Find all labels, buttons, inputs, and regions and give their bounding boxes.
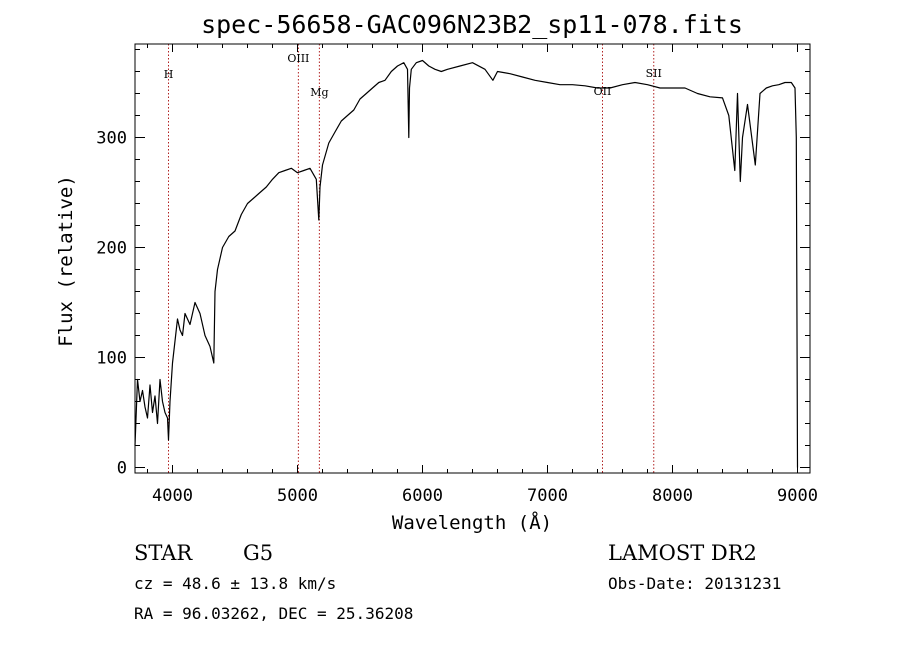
emission-line-label-oiii: OIII [287,52,309,65]
x-axis-ticks: 4000 5000 6000 7000 8000 9000 [147,44,818,506]
x-tick-label: 4000 [152,486,193,506]
x-tick-label: 6000 [402,486,443,506]
chart-title: spec-56658-GAC096N23B2_sp11-078.fits [201,10,743,39]
y-tick-label: 0 [117,459,127,479]
y-tick-label: 200 [96,239,127,259]
emission-line-label-mg: Mg [310,86,328,99]
survey-name: LAMOST DR2 [608,541,757,565]
redshift-velocity: cz = 48.6 ± 13.8 km/s [134,574,336,593]
emission-line-label-oii: OII [594,85,612,98]
plot-frame [134,43,811,474]
y-tick-label: 300 [96,129,127,149]
y-axis-label: Flux (relative) [55,175,77,347]
object-class: STAR [134,541,193,565]
y-tick-label: 100 [96,349,127,369]
x-axis-label: Wavelength (Å) [392,511,552,534]
x-tick-label: 5000 [277,486,318,506]
coordinates: RA = 96.03262, DEC = 25.36208 [134,604,413,623]
series-group [134,59,799,468]
emission-line-label-sii: SII [646,67,662,80]
x-tick-label: 8000 [652,486,693,506]
object-subclass: G5 [243,541,273,565]
spectrum-series-line [134,59,799,468]
y-axis-ticks: 0 100 200 300 [96,49,810,479]
x-tick-label: 7000 [527,486,568,506]
x-tick-label: 9000 [777,486,818,506]
emission-line-label-h: H [164,68,174,81]
observation-date: Obs-Date: 20131231 [608,574,781,593]
emission-line-markers: H OIII Mg OII SII [164,44,662,473]
